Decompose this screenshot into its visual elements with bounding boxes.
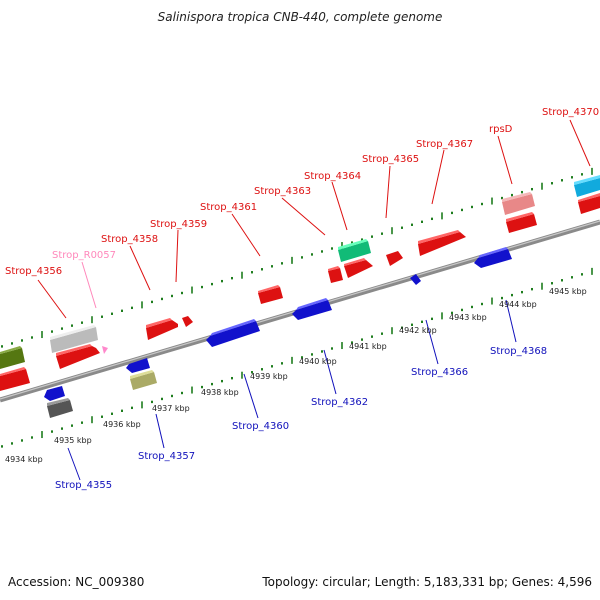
gene-label-strop-4370[interactable]: Strop_4370 (542, 107, 599, 118)
callout-strop-4370 (569, 119, 591, 167)
gene-shape-strop-4360[interactable] (206, 319, 260, 347)
gene-shape-strop-4356[interactable] (56, 344, 100, 369)
gene-shape-strop-4357[interactable] (126, 358, 150, 373)
callout-strop-4365 (385, 165, 391, 219)
gene-shape-strop-4364[interactable] (338, 239, 371, 262)
gene-label-strop-4359[interactable]: Strop_4359 (150, 219, 207, 230)
gene-label-strop-r0057[interactable]: Strop_R0057 (52, 250, 116, 261)
gene-label-strop-4360[interactable]: Strop_4360 (232, 421, 289, 432)
accession-label: Accession: NC_009380 (8, 575, 145, 589)
map-title: Salinispora tropica CNB-440, complete ge… (157, 10, 443, 24)
callout-strop-4361 (231, 213, 261, 257)
gene-label-strop-4368[interactable]: Strop_4368 (490, 346, 547, 357)
callout-strop-4358 (129, 245, 151, 291)
gene-shape-strop-4361[interactable] (258, 285, 283, 304)
gene-shape-strop-r0057[interactable] (50, 325, 98, 353)
scale-label: 4941 kbp (349, 342, 387, 351)
gene-label-strop-4361[interactable]: Strop_4361 (200, 202, 257, 213)
gene-label-strop-4365[interactable]: Strop_4365 (362, 154, 419, 165)
gene-shape-strop-4362[interactable] (292, 298, 332, 320)
gene-shape-strop-r0057-marker[interactable] (102, 346, 108, 354)
gene-shape-strop-4358[interactable] (146, 318, 178, 340)
gene-features (0, 175, 600, 418)
gene-shape-strop-4357-olive[interactable] (130, 370, 157, 390)
gene-shape-strop-4355-grey[interactable] (47, 398, 73, 418)
gene-label-strop-4362[interactable]: Strop_4362 (311, 397, 368, 408)
gene-label-strop-4364[interactable]: Strop_4364 (304, 171, 361, 182)
gene-shape-strop-4365[interactable] (386, 251, 403, 266)
scale-label: 4934 kbp (5, 455, 43, 464)
gene-shape-strop-4370[interactable] (578, 193, 600, 214)
forward-gene-labels: Strop_4356 Strop_R0057 Strop_4358 Strop_… (5, 107, 599, 277)
callout-strop-4367 (431, 149, 445, 205)
callout-strop-4356 (37, 279, 67, 319)
gene-label-strop-4358[interactable]: Strop_4358 (101, 234, 158, 245)
gene-shape-strop-4366[interactable] (410, 274, 421, 285)
scale-label: 4939 kbp (250, 372, 288, 381)
gene-shape-strop-4359[interactable] (182, 316, 193, 327)
gene-shape-strop-4370-cyan[interactable] (574, 175, 600, 197)
gene-shape-rpsd-upper[interactable] (502, 192, 535, 215)
gene-label-strop-4367[interactable]: Strop_4367 (416, 139, 473, 150)
gene-shape-strop-4364-red[interactable] (344, 258, 373, 278)
callout-strop-4360 (243, 373, 259, 419)
scale-label: 4935 kbp (54, 436, 92, 445)
callout-strop-4355 (67, 447, 81, 481)
gene-label-rpsd[interactable]: rpsD (489, 124, 513, 135)
reverse-tick-row (1, 267, 593, 448)
callout-strop-4366 (425, 319, 439, 365)
gene-shape-strop-4355[interactable] (44, 386, 65, 401)
scale-label: 4942 kbp (399, 326, 437, 335)
callout-strop-4364 (331, 181, 348, 231)
scale-label: 4938 kbp (201, 388, 239, 397)
callout-strop-4362 (323, 349, 337, 395)
callout-strop-4363 (281, 197, 326, 236)
gene-shape-rpsd[interactable] (506, 212, 537, 233)
gene-label-strop-4357[interactable]: Strop_4357 (138, 451, 195, 462)
gene-shape-left-green[interactable] (0, 346, 25, 369)
callout-strop-4359 (175, 229, 179, 283)
callout-rpsd (497, 135, 513, 185)
gene-label-strop-4355[interactable]: Strop_4355 (55, 480, 112, 491)
callout-strop-4368 (505, 299, 517, 343)
gene-shape-strop-4363[interactable] (328, 266, 343, 283)
gene-label-strop-4356[interactable]: Strop_4356 (5, 266, 62, 277)
gene-callout-lines (37, 119, 591, 481)
gene-shape-strop-4368[interactable] (474, 247, 512, 268)
gene-label-strop-4363[interactable]: Strop_4363 (254, 186, 311, 197)
genome-stats-label: Topology: circular; Length: 5,183,331 bp… (262, 575, 592, 589)
scale-label: 4945 kbp (549, 287, 587, 296)
gene-shape-strop-4367[interactable] (418, 230, 466, 256)
callout-strop-4357 (155, 413, 165, 449)
scale-label: 4944 kbp (499, 300, 537, 309)
scale-label: 4940 kbp (299, 357, 337, 366)
gene-shape-left-red[interactable] (0, 367, 30, 391)
scale-labels: 4934 kbp 4935 kbp 4936 kbp 4937 kbp 4938… (5, 287, 587, 464)
scale-label: 4943 kbp (449, 313, 487, 322)
reverse-gene-labels: Strop_4355 Strop_4357 Strop_4360 Strop_4… (55, 346, 547, 491)
callout-strop-r0057 (81, 261, 97, 309)
scale-label: 4937 kbp (152, 404, 190, 413)
forward-tick-row (1, 167, 593, 348)
gene-label-strop-4366[interactable]: Strop_4366 (411, 367, 468, 378)
scale-label: 4936 kbp (103, 420, 141, 429)
